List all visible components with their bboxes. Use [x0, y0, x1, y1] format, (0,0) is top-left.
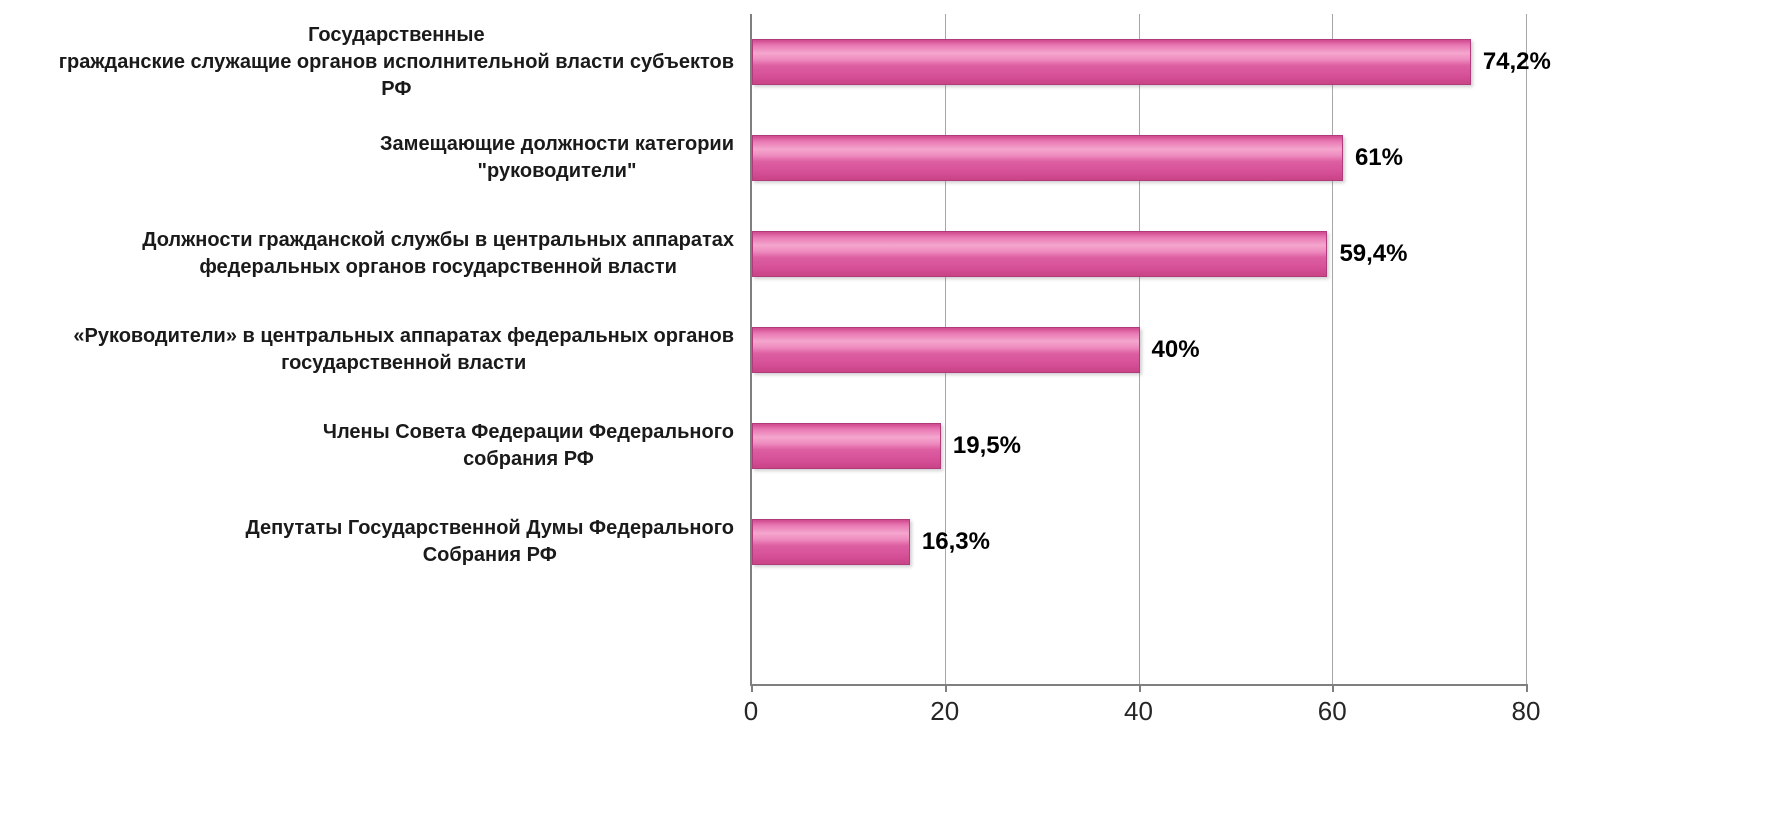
axis-tick — [1526, 684, 1528, 692]
value-label: 40% — [1151, 336, 1200, 363]
axis-tick — [751, 684, 753, 692]
bar — [752, 519, 910, 565]
value-label: 59,4% — [1339, 240, 1408, 267]
value-label: 61% — [1354, 144, 1403, 171]
axis-tick — [1138, 684, 1141, 692]
category-label-cell: Государственные гражданские служащие орг… — [0, 22, 750, 103]
x-axis-tick-label: 0 — [743, 696, 759, 726]
category-label: Государственные гражданские служащие орг… — [58, 23, 734, 100]
category-label: Должности гражданской службы в центральн… — [142, 229, 734, 278]
bar — [752, 39, 1471, 85]
category-label-cell: Замещающие должности категории "руководи… — [0, 131, 750, 185]
bar — [752, 135, 1343, 181]
x-axis-tick-label: 40 — [1124, 696, 1153, 726]
category-label-cell: Депутаты Государственной Думы Федерально… — [0, 515, 750, 569]
gridline — [1332, 14, 1334, 684]
bar-track: 61% — [752, 135, 1527, 181]
bar — [752, 423, 941, 469]
axis-tick — [1332, 684, 1335, 692]
value-label: 19,5% — [952, 432, 1021, 459]
bar-track: 16,3% — [752, 519, 1527, 565]
bar-row: Члены Совета Федерации Федерального собр… — [0, 398, 1527, 494]
bar-track: 19,5% — [752, 423, 1527, 469]
bar-row: «Руководители» в центральных аппаратах ф… — [0, 302, 1527, 398]
category-label-cell: Члены Совета Федерации Федерального собр… — [0, 419, 750, 473]
x-axis-tick-label: 20 — [930, 696, 960, 726]
category-label: Замещающие должности категории "руководи… — [380, 133, 734, 182]
category-label-cell: Должности гражданской службы в центральн… — [0, 227, 750, 281]
bar-rows: Государственные гражданские служащие орг… — [0, 14, 1551, 590]
bar-track: 74,2% — [752, 39, 1551, 85]
bar — [752, 327, 1140, 373]
category-label: Депутаты Государственной Думы Федерально… — [245, 517, 734, 566]
gridline — [1526, 14, 1527, 684]
bar-row: Депутаты Государственной Думы Федерально… — [0, 494, 1527, 590]
bar-row: Замещающие должности категории "руководи… — [0, 110, 1527, 206]
x-axis-tick-label: 80 — [1511, 696, 1541, 726]
axis-tick — [944, 684, 947, 692]
category-label: Члены Совета Федерации Федерального собр… — [322, 421, 734, 470]
value-label: 74,2% — [1482, 48, 1551, 75]
x-axis-tick-label: 60 — [1317, 696, 1347, 726]
bar-track: 40% — [752, 327, 1527, 373]
value-label: 16,3% — [921, 528, 990, 555]
bar — [752, 231, 1328, 277]
bar-track: 59,4% — [752, 231, 1527, 277]
bar-row: Государственные гражданские служащие орг… — [0, 14, 1551, 110]
category-label: «Руководители» в центральных аппаратах ф… — [73, 325, 734, 374]
category-label-cell: «Руководители» в центральных аппаратах ф… — [0, 323, 750, 377]
bar-row: Должности гражданской службы в центральн… — [0, 206, 1527, 302]
